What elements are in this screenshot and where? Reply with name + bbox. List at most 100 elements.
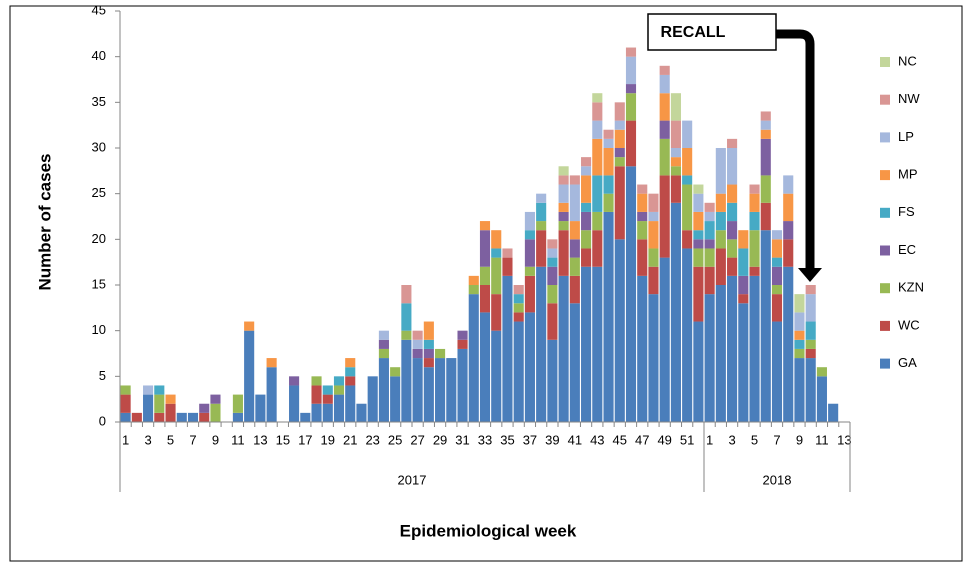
bar-segment xyxy=(727,184,738,203)
bar-segment xyxy=(547,266,558,285)
bar-segment xyxy=(749,266,760,276)
bar-segment xyxy=(592,102,603,121)
x-tick-label: 33 xyxy=(478,432,492,447)
bar-segment xyxy=(760,129,771,139)
bar-segment xyxy=(468,275,479,285)
bar-segment xyxy=(356,403,367,422)
bar-segment xyxy=(120,394,131,413)
x-tick-label: 1 xyxy=(706,432,713,447)
bar-segment xyxy=(569,175,580,185)
x-tick-label: 27 xyxy=(410,432,424,447)
bar-segment xyxy=(738,230,749,249)
legend-label: WC xyxy=(898,317,920,332)
x-tick-label: 7 xyxy=(773,432,780,447)
bar-segment xyxy=(210,394,221,404)
bar-segment xyxy=(637,184,648,194)
legend-swatch xyxy=(880,94,890,105)
x-tick-label: 19 xyxy=(321,432,335,447)
x-tick-label: 15 xyxy=(276,432,290,447)
bar-segment xyxy=(569,184,580,222)
bar-segment xyxy=(592,211,603,231)
y-tick-label: 25 xyxy=(92,185,106,200)
x-tick-label: 13 xyxy=(253,432,267,447)
x-tick-label: 35 xyxy=(500,432,514,447)
bar-segment xyxy=(715,230,726,249)
bar-segment xyxy=(423,348,434,359)
x-tick-label: 13 xyxy=(837,432,851,447)
bar-segment xyxy=(581,166,592,176)
bar-segment xyxy=(670,93,681,121)
x-tick-label: 17 xyxy=(298,432,312,447)
bar-segment xyxy=(693,239,704,249)
bar-segment xyxy=(412,330,423,340)
bar-segment xyxy=(412,339,423,349)
bar-segment xyxy=(333,394,345,422)
bar-segment xyxy=(715,285,726,422)
bar-segment xyxy=(614,157,625,167)
bar-segment xyxy=(412,358,423,422)
bar-segment xyxy=(760,202,771,231)
bar-segment xyxy=(614,129,625,148)
bar-segment xyxy=(547,285,558,304)
bar-segment xyxy=(547,248,558,258)
bar-segment xyxy=(794,339,805,349)
bar-segment xyxy=(670,157,681,167)
bar-segment xyxy=(592,120,603,139)
bar-segment xyxy=(558,211,569,222)
legend-swatch xyxy=(880,207,890,218)
bar-segment xyxy=(232,412,243,422)
bar-segment xyxy=(513,294,524,304)
bar-segment xyxy=(805,285,816,295)
bar-segment xyxy=(569,221,580,240)
bar-segment xyxy=(805,339,816,349)
bar-segment xyxy=(569,257,580,276)
bar-segment xyxy=(300,412,311,422)
bar-segment xyxy=(637,221,648,240)
bar-segment xyxy=(693,211,704,231)
bar-segment xyxy=(569,303,580,422)
bar-segment xyxy=(828,403,839,422)
bar-segment xyxy=(333,385,345,395)
bar-segment xyxy=(760,138,771,176)
x-tick-label: 9 xyxy=(796,432,803,447)
bar-segment xyxy=(670,148,681,158)
bar-segment xyxy=(794,358,805,422)
bar-segment xyxy=(771,294,783,322)
bar-segment xyxy=(244,330,255,422)
bar-segment xyxy=(771,239,783,258)
bar-segment xyxy=(311,385,322,404)
bar-segment xyxy=(412,348,423,359)
bar-segment xyxy=(592,266,603,422)
bar-segment xyxy=(581,266,592,422)
bar-segment xyxy=(143,385,154,395)
bar-segment xyxy=(558,166,569,176)
bar-segment xyxy=(322,385,333,395)
bar-segment xyxy=(805,358,816,422)
bar-segment xyxy=(603,211,614,422)
bar-segment xyxy=(693,266,704,322)
bar-segment xyxy=(446,358,457,422)
bar-segment xyxy=(390,367,401,377)
x-tick-label: 5 xyxy=(167,432,174,447)
bar-segment xyxy=(210,403,221,422)
x-tick-label: 1 xyxy=(122,432,129,447)
bar-segment xyxy=(390,376,401,422)
bar-segment xyxy=(603,138,614,148)
bar-segment xyxy=(513,303,524,313)
bar-segment xyxy=(289,385,300,422)
legend-swatch xyxy=(880,245,890,256)
bar-segment xyxy=(457,330,468,340)
bar-segment xyxy=(569,239,580,258)
recall-arrow xyxy=(776,29,815,272)
bar-segment xyxy=(727,202,738,222)
bar-segment xyxy=(378,330,389,340)
bar-segment xyxy=(401,303,412,331)
x-tick-label: 7 xyxy=(189,432,196,447)
bar-segment xyxy=(816,376,827,422)
y-tick-label: 15 xyxy=(92,276,106,291)
bar-segment xyxy=(311,376,322,386)
y-tick-label: 0 xyxy=(99,413,106,428)
bar-segment xyxy=(760,175,771,203)
bar-segment xyxy=(805,294,816,322)
bar-segment xyxy=(614,148,625,158)
